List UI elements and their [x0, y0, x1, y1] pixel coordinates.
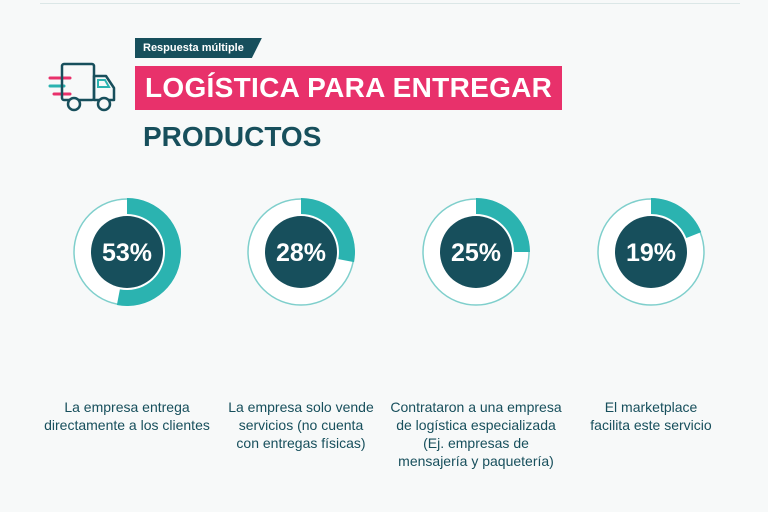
donut-segment	[651, 198, 702, 239]
donut-center	[265, 216, 337, 288]
category-label: Contrataron a una empresa de logística e…	[390, 399, 562, 469]
donut-center	[91, 216, 163, 288]
donut-chart-2: 28%	[247, 198, 355, 306]
category-label: El marketplace facilita este servicio	[590, 399, 712, 433]
question-type-tag: Respuesta múltiple	[135, 38, 262, 58]
percentage-label: 28%	[276, 239, 326, 267]
page-title: LOGÍSTICA PARA ENTREGAR	[135, 66, 563, 110]
donut-chart-1: 53%	[73, 198, 181, 306]
donut-segment	[476, 198, 530, 252]
donut-segment	[301, 198, 355, 263]
donut-center	[440, 216, 512, 288]
top-divider	[40, 3, 740, 4]
delivery-truck-icon	[48, 62, 116, 112]
category-label: La empresa entrega directamente a los cl…	[44, 399, 210, 433]
percentage-label: 25%	[451, 239, 501, 267]
page-subtitle: PRODUCTOS	[143, 121, 322, 152]
donut-segment	[116, 198, 181, 306]
donut-chart-4: 19%	[597, 198, 705, 306]
category-label: La empresa solo vende servicios (no cuen…	[228, 399, 374, 451]
donut-center	[615, 216, 687, 288]
percentage-label: 53%	[102, 239, 152, 267]
percentage-label: 19%	[626, 239, 676, 267]
donut-chart-3: 25%	[422, 198, 530, 306]
